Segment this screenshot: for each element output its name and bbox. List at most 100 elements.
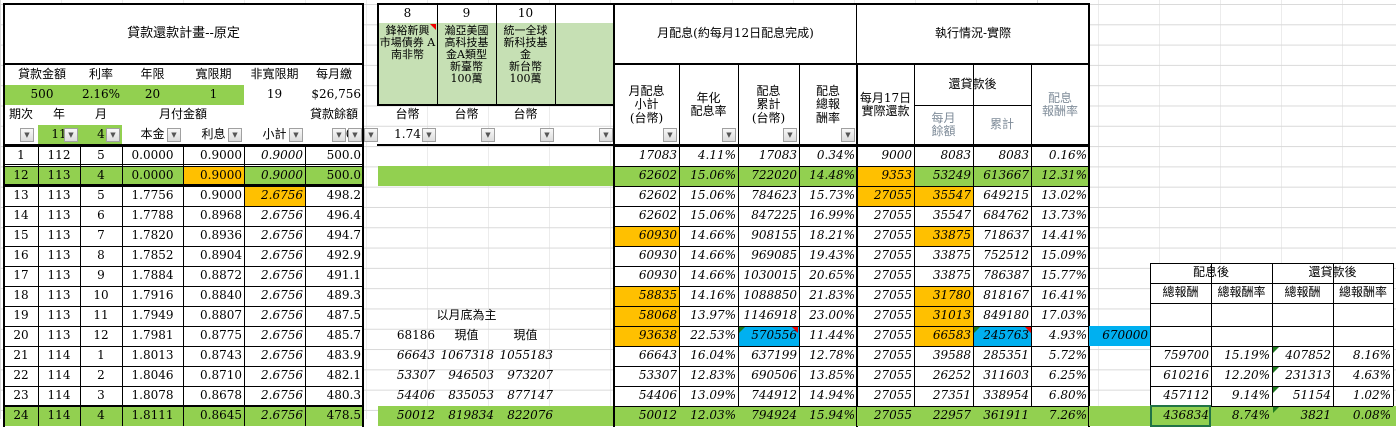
summary-cell[interactable]: 15.19% [1211,346,1272,366]
execution-cell[interactable]: 35547 [914,206,973,226]
loan-cell-year[interactable]: 112 [38,146,80,166]
loan-cell-subtotal[interactable]: 0.9000 [244,166,305,186]
loan-cell-subtotal[interactable]: 2.6756 [244,286,305,306]
dividend-cell[interactable]: 12.83% [679,366,738,386]
summary-cell[interactable] [1150,326,1211,346]
loan-cell-year[interactable]: 113 [38,186,80,206]
loan-cell-month[interactable]: 11 [80,306,122,326]
pv-cell[interactable]: 66643 [396,348,435,363]
loan-cell-period[interactable]: 13 [4,186,38,206]
loan-cell-period[interactable]: 12 [4,166,38,186]
execution-cell[interactable]: 6.25% [1031,366,1089,386]
execution-cell[interactable]: 66583 [914,326,973,346]
loan-cell-principal[interactable]: 0.0000 [122,146,183,166]
loan-cell-year[interactable]: 113 [38,206,80,226]
loan-cell-principal[interactable]: 1.8046 [122,366,183,386]
loan-cell-subtotal[interactable]: 2.6756 [244,366,305,386]
execution-cell[interactable]: 17.03% [1031,306,1089,326]
summary-cell[interactable]: 759700 [1150,346,1211,366]
summary-cell[interactable]: 4.63% [1333,366,1393,386]
pv-cell[interactable]: 1067318 [440,348,494,363]
dividend-cell[interactable]: 744912 [738,386,799,406]
dividend-cell[interactable]: 1030015 [738,266,799,286]
loan-cell-balance[interactable]: 478.5 [305,406,363,426]
pv-cell[interactable]: 822076 [496,406,555,426]
execution-cell[interactable]: 27351 [914,386,973,406]
loan-cell-month[interactable]: 5 [80,186,122,206]
dividend-cell[interactable]: 22.53% [679,326,738,346]
loan-cell-balance[interactable]: 500.0 [305,166,363,186]
execution-cell[interactable]: 33875 [914,246,973,266]
dividend-cell[interactable]: 14.66% [679,246,738,266]
pv-cell[interactable]: 1055183 [499,348,553,363]
execution-cell[interactable]: 27055 [857,286,914,306]
loan-cell-year[interactable]: 113 [38,326,80,346]
summary-cell[interactable]: 610216 [1150,366,1211,386]
side-value[interactable]: 670000 [1089,326,1150,346]
filter-dropdown-icon[interactable]: ▼ [106,128,120,142]
summary-cell[interactable] [1333,303,1393,326]
fund-filter-value[interactable]: 1.74 [394,127,421,142]
loan-cell-month[interactable]: 2 [80,366,122,386]
summary-cell[interactable] [1150,303,1211,326]
execution-cell[interactable]: 33875 [914,226,973,246]
dividend-cell[interactable]: 1146918 [738,306,799,326]
dividend-cell[interactable]: 13.97% [679,306,738,326]
execution-cell[interactable]: 9000 [857,146,914,166]
selected-cell-cursor[interactable] [1150,405,1211,427]
dividend-cell[interactable]: 66643 [614,346,679,366]
loan-cell-subtotal[interactable]: 2.6756 [244,406,305,426]
summary-cell[interactable]: 3821 [1272,406,1333,426]
loan-cell-month[interactable]: 4 [80,406,122,426]
dividend-cell[interactable]: 21.83% [799,286,857,306]
loan-cell-interest[interactable]: 0.8968 [183,206,244,226]
loan-cell-period[interactable]: 16 [4,246,38,266]
comment-indicator-icon[interactable] [430,24,436,30]
loan-cell-balance[interactable]: 498.2 [305,186,363,206]
filter-dropdown-icon[interactable]: ▼ [64,128,78,142]
execution-cell[interactable]: 27055 [857,266,914,286]
dividend-cell[interactable]: 14.94% [799,386,857,406]
dividend-cell[interactable]: 19.43% [799,246,857,266]
execution-cell[interactable]: 4.93% [1031,326,1089,346]
loan-cell-interest[interactable]: 0.8743 [183,346,244,366]
loan-cell-subtotal[interactable]: 2.6756 [244,306,305,326]
dividend-cell[interactable]: 17083 [738,146,799,166]
execution-cell[interactable]: 8083 [914,146,973,166]
execution-cell[interactable]: 27055 [857,326,914,346]
execution-cell[interactable]: 35547 [914,186,973,206]
dividend-cell[interactable]: 60930 [614,246,679,266]
dividend-cell[interactable]: 1088850 [738,286,799,306]
filter-dropdown-icon[interactable]: ▼ [783,128,797,142]
loan-cell-subtotal[interactable]: 2.6756 [244,326,305,346]
loan-cell-balance[interactable]: 489.3 [305,286,363,306]
loan-cell-period[interactable]: 22 [4,366,38,386]
loan-cell-period[interactable]: 18 [4,286,38,306]
summary-cell[interactable] [1333,326,1393,346]
loan-cell-principal[interactable]: 1.7788 [122,206,183,226]
execution-cell[interactable]: 27055 [857,246,914,266]
filter-dropdown-icon[interactable]: ▼ [289,128,303,142]
execution-cell[interactable]: 27055 [857,186,914,206]
execution-cell[interactable]: 27055 [857,386,914,406]
execution-cell[interactable]: 27055 [857,406,914,426]
loan-cell-interest[interactable]: 0.9000 [183,186,244,206]
loan-cell-period[interactable]: 20 [4,326,38,346]
dividend-cell[interactable]: 54406 [614,386,679,406]
execution-cell[interactable]: 8083 [973,146,1031,166]
loan-cell-subtotal[interactable]: 2.6756 [244,266,305,286]
loan-cell-principal[interactable]: 1.7949 [122,306,183,326]
dividend-cell[interactable]: 13.09% [679,386,738,406]
loan-cell-interest[interactable]: 0.8807 [183,306,244,326]
execution-cell[interactable]: 12.31% [1031,166,1089,186]
dividend-cell[interactable]: 722020 [738,166,799,186]
summary-cell[interactable]: 8.16% [1333,346,1393,366]
dividend-cell[interactable]: 690506 [738,366,799,386]
execution-cell[interactable]: 31013 [914,306,973,326]
summary-cell[interactable] [1272,326,1333,346]
execution-cell[interactable]: 752512 [973,246,1031,266]
dividend-cell[interactable]: 62602 [614,186,679,206]
loan-cell-interest[interactable]: 0.8872 [183,266,244,286]
execution-cell[interactable]: 16.41% [1031,286,1089,306]
dividend-cell[interactable]: 570556 [738,326,799,346]
